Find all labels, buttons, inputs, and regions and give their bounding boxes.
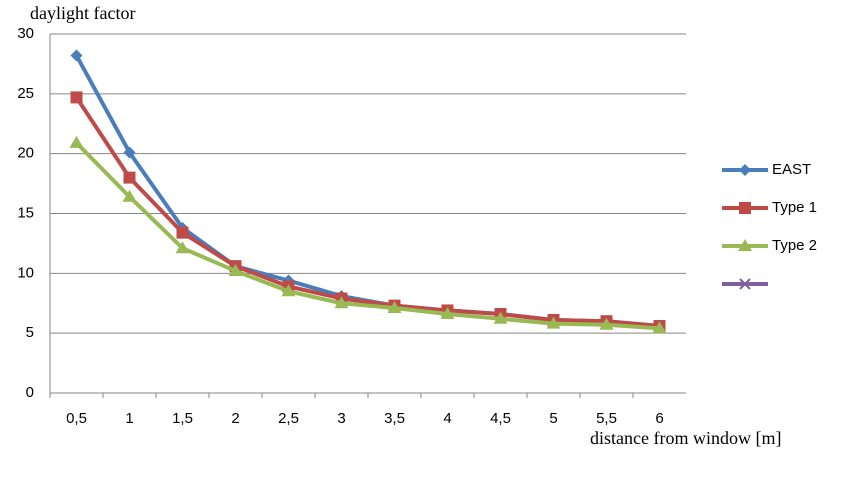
legend-marker	[739, 278, 751, 290]
x-tick-label: 5,5	[596, 410, 617, 427]
x-axis-title: distance from window [m]	[590, 428, 781, 448]
point	[493, 311, 508, 324]
point	[123, 146, 136, 159]
point	[69, 135, 84, 148]
point	[334, 296, 349, 309]
x-tick-label: 2,5	[278, 410, 299, 427]
x-tick-label: 0,5	[66, 410, 87, 427]
x-tick-label: 3	[337, 410, 345, 427]
y-tick-label: 0	[26, 384, 34, 401]
point	[281, 284, 296, 297]
series-line	[74, 96, 660, 328]
legend-marker	[739, 164, 751, 176]
point	[546, 316, 561, 329]
x-tick-label: 6	[655, 410, 663, 427]
point	[123, 171, 136, 184]
y-tick-label: 15	[17, 204, 34, 221]
point	[176, 226, 189, 239]
point	[70, 91, 83, 104]
y-axis-title: daylight factor	[30, 3, 135, 23]
legend-label: Type 1	[772, 199, 817, 216]
point	[122, 189, 137, 202]
x-tick-label: 1,5	[172, 410, 193, 427]
y-tick-label: 30	[17, 25, 34, 42]
point	[440, 307, 455, 320]
legend-marker	[738, 239, 752, 251]
legend-label: Type 2	[772, 237, 817, 254]
x-tick-label: 5	[549, 410, 557, 427]
x-tick-label: 4,5	[490, 410, 511, 427]
point	[652, 321, 667, 334]
y-tick-label: 5	[26, 324, 34, 341]
x-tick-label: 2	[231, 410, 239, 427]
x-tick-label: 3,5	[384, 410, 405, 427]
point	[228, 263, 243, 276]
point	[599, 317, 614, 330]
series-line	[74, 54, 660, 328]
x-tick-label: 4	[443, 410, 451, 427]
y-tick-label: 25	[17, 85, 34, 102]
legend-marker	[739, 202, 751, 214]
point	[175, 241, 190, 254]
legend-label: EAST	[772, 161, 811, 178]
point	[387, 301, 402, 314]
y-tick-label: 20	[17, 145, 34, 162]
x-tick-label: 1	[125, 410, 133, 427]
series-line	[75, 141, 660, 331]
y-tick-label: 10	[17, 264, 34, 281]
point	[70, 49, 83, 62]
